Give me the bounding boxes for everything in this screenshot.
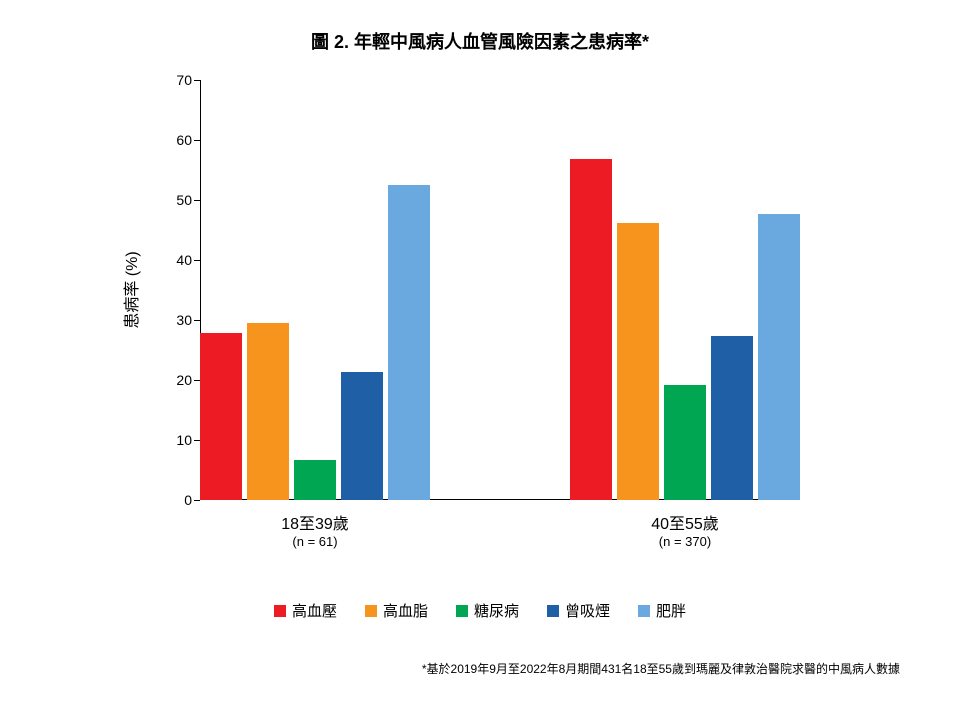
- bar: [664, 385, 706, 500]
- y-tick: [194, 500, 200, 501]
- y-tick-label: 30: [160, 312, 192, 328]
- legend-item: 曾吸煙: [547, 600, 610, 621]
- chart-container: 圖 2. 年輕中風病人血管風險因素之患病率* 010203040506070 患…: [0, 0, 960, 720]
- y-tick-label: 40: [160, 252, 192, 268]
- bar: [758, 214, 800, 500]
- bar: [617, 223, 659, 500]
- y-tick-label: 60: [160, 132, 192, 148]
- y-tick-label: 10: [160, 432, 192, 448]
- x-group-sublabel: (n = 61): [292, 534, 337, 549]
- y-tick-label: 70: [160, 72, 192, 88]
- legend-swatch: [365, 605, 377, 617]
- legend-label: 高血壓: [292, 603, 337, 620]
- legend-label: 曾吸煙: [565, 603, 610, 620]
- bars-layer: [200, 80, 800, 500]
- legend-swatch: [638, 605, 650, 617]
- legend: 高血壓 高血脂 糖尿病 曾吸煙 肥胖: [0, 600, 960, 621]
- legend-item: 高血壓: [274, 600, 337, 621]
- legend-label: 肥胖: [656, 603, 686, 620]
- y-axis-label: 患病率 (%): [118, 251, 142, 328]
- bar: [570, 159, 612, 500]
- bar: [294, 460, 336, 500]
- x-group-sublabel: (n = 370): [659, 534, 711, 549]
- legend-swatch: [456, 605, 468, 617]
- chart-title: 圖 2. 年輕中風病人血管風險因素之患病率*: [0, 28, 960, 54]
- bar: [388, 185, 430, 500]
- x-group-label: 18至39歲: [281, 510, 349, 534]
- legend-item: 糖尿病: [456, 600, 519, 621]
- footnote: *基於2019年9月至2022年8月期間431名18至55歲到瑪麗及律敦治醫院求…: [422, 660, 900, 677]
- legend-swatch: [547, 605, 559, 617]
- legend-label: 糖尿病: [474, 603, 519, 620]
- bar: [711, 336, 753, 500]
- legend-item: 肥胖: [638, 600, 686, 621]
- x-group-label: 40至55歲: [651, 510, 719, 534]
- bar: [247, 323, 289, 500]
- legend-label: 高血脂: [383, 603, 428, 620]
- bar: [341, 372, 383, 500]
- y-tick-label: 0: [160, 492, 192, 508]
- bar: [200, 333, 242, 500]
- legend-item: 高血脂: [365, 600, 428, 621]
- plot-area: 010203040506070 患病率 (%) 18至39歲(n = 61)40…: [200, 80, 800, 500]
- legend-swatch: [274, 605, 286, 617]
- y-tick-label: 20: [160, 372, 192, 388]
- y-tick-label: 50: [160, 192, 192, 208]
